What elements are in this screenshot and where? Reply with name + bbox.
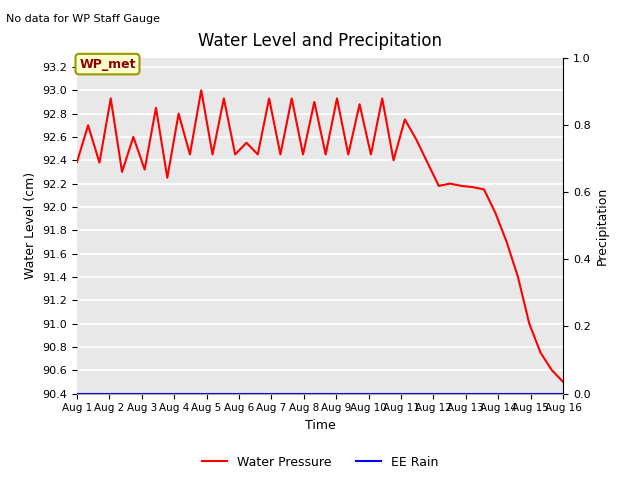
Text: WP_met: WP_met [79, 58, 136, 71]
Y-axis label: Water Level (cm): Water Level (cm) [24, 172, 36, 279]
Text: No data for WP Staff Gauge: No data for WP Staff Gauge [6, 14, 161, 24]
Title: Water Level and Precipitation: Water Level and Precipitation [198, 33, 442, 50]
X-axis label: Time: Time [305, 419, 335, 432]
Legend: Water Pressure, EE Rain: Water Pressure, EE Rain [196, 451, 444, 474]
Y-axis label: Precipitation: Precipitation [596, 186, 609, 265]
